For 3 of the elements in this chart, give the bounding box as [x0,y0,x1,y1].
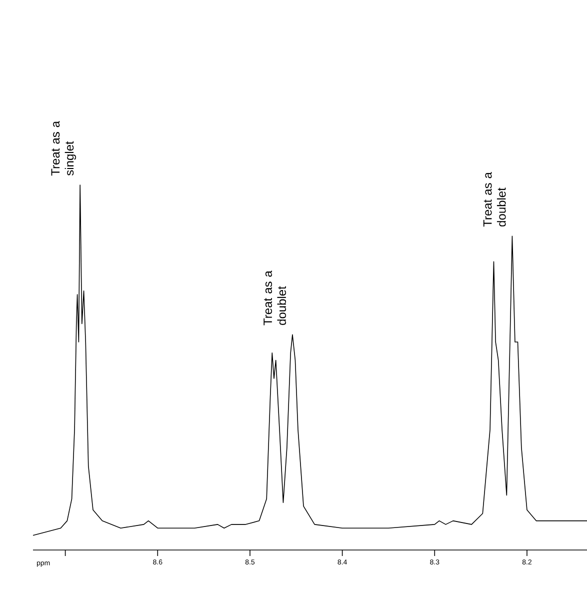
annotation: Treat as a doublet [264,270,286,326]
annotation: Treat as a singlet [51,120,76,176]
annotation: Treat as a doublet [483,172,506,227]
